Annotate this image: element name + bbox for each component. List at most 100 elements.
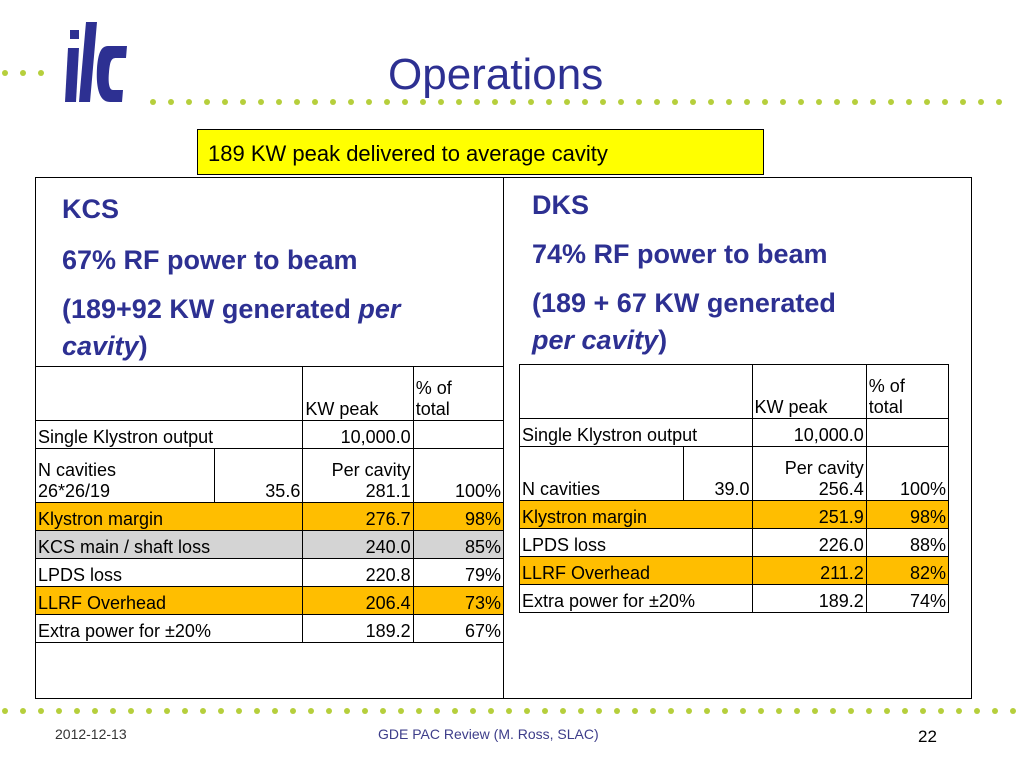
dks-generated-line: (189 + 67 KW generated	[532, 288, 836, 318]
dot	[398, 708, 404, 714]
dot	[600, 99, 606, 105]
top-dotted-rule-left	[0, 70, 60, 78]
dot	[888, 99, 894, 105]
dks-heading: DKS 74% RF power to beam (189 + 67 KW ge…	[532, 182, 836, 364]
dot	[744, 99, 750, 105]
dot	[726, 99, 732, 105]
callout-box: 189 KW peak delivered to average cavity	[197, 129, 764, 175]
row-pct: 79%	[412, 558, 505, 587]
header-pct-line1: % of	[868, 376, 905, 396]
kcs-cavity-line: cavity)	[62, 323, 400, 370]
dot	[762, 99, 768, 105]
kcs-power-line: 67% RF power to beam	[62, 245, 358, 275]
dot	[38, 70, 44, 76]
slide-title: Operations	[388, 50, 604, 99]
footer-title: GDE PAC Review (M. Ross, SLAC)	[378, 726, 599, 742]
dot	[254, 708, 260, 714]
row-pct: 100%	[865, 446, 950, 501]
dot	[866, 708, 872, 714]
dot	[830, 708, 836, 714]
dot	[906, 99, 912, 105]
dot	[690, 99, 696, 105]
dot	[470, 708, 476, 714]
row-kw: 189.2	[751, 584, 867, 613]
row-label: Klystron margin	[519, 500, 753, 529]
dot	[632, 708, 638, 714]
dot	[110, 708, 116, 714]
dks-table: KW peak % of total Single Klystron output…	[518, 364, 950, 613]
row-kw: 211.2	[751, 556, 867, 585]
header-pct-line1: % of	[415, 378, 452, 398]
dot	[560, 708, 566, 714]
row-label: LPDS loss	[36, 558, 304, 587]
table-header-row: KW peak % of total	[36, 366, 505, 421]
dot	[150, 99, 156, 105]
table-row: Klystron margin 251.9 98%	[519, 500, 950, 529]
row-pct	[865, 418, 950, 447]
dot	[168, 99, 174, 105]
dot	[456, 99, 462, 105]
table-row: LPDS loss 220.8 79%	[36, 558, 505, 587]
row-kw: 276.7	[302, 502, 414, 531]
dot	[668, 708, 674, 714]
row-label: N cavities	[518, 446, 685, 501]
row-label: Single Klystron output	[36, 420, 304, 449]
dot	[956, 708, 962, 714]
dot	[258, 99, 264, 105]
kcs-close-paren: )	[138, 331, 148, 361]
table-row: Klystron margin 276.7 98%	[36, 502, 505, 531]
ncav-kw-line2: 256.4	[818, 479, 864, 499]
kcs-table: KW peak % of total Single Klystron output…	[36, 366, 505, 643]
dot	[740, 708, 746, 714]
dks-close-paren: )	[658, 325, 668, 355]
dot	[654, 99, 660, 105]
dot	[344, 708, 350, 714]
dot	[276, 99, 282, 105]
dot	[780, 99, 786, 105]
row-label: KCS main / shaft loss	[36, 530, 304, 559]
dot	[74, 708, 80, 714]
header-pct: % of total	[412, 366, 505, 421]
row-kw: 206.4	[302, 586, 414, 615]
row-label: Single Klystron output	[519, 418, 753, 447]
row-pct: 73%	[412, 586, 505, 615]
dot	[92, 708, 98, 714]
row-label: Klystron margin	[36, 502, 304, 531]
dot	[290, 708, 296, 714]
dot	[510, 99, 516, 105]
dot	[884, 708, 890, 714]
dot	[686, 708, 692, 714]
table-row: LPDS loss 226.0 88%	[519, 528, 950, 557]
dot	[546, 99, 552, 105]
page-number: 22	[918, 727, 937, 746]
row-kw: 240.0	[302, 530, 414, 559]
dot	[474, 99, 480, 105]
row-label: LLRF Overhead	[519, 556, 753, 585]
table-row: Single Klystron output 10,000.0	[36, 420, 505, 449]
dot	[870, 99, 876, 105]
dot	[636, 99, 642, 105]
header-pct: % of total	[865, 364, 950, 419]
dot	[434, 708, 440, 714]
table-row: KCS main / shaft loss 240.0 85%	[36, 530, 505, 559]
dot	[308, 708, 314, 714]
dot	[488, 708, 494, 714]
dot	[578, 708, 584, 714]
dot	[902, 708, 908, 714]
dot	[834, 99, 840, 105]
row-kw: 10,000.0	[751, 418, 867, 447]
kcs-panel: KCS 67% RF power to beam (189+92 KW gene…	[35, 177, 505, 699]
ncav-kw-line1: Per cavity	[784, 458, 864, 478]
dot	[186, 99, 192, 105]
row-kw: Per cavity 281.1	[302, 448, 414, 503]
bottom-dotted-rule	[0, 708, 1024, 716]
dot	[704, 708, 710, 714]
dot	[20, 70, 26, 76]
dot	[852, 99, 858, 105]
ncav-label-line1: N cavities	[38, 460, 117, 480]
dot	[978, 99, 984, 105]
dot	[2, 708, 8, 714]
row-pct: 88%	[865, 528, 950, 557]
header-blank	[519, 364, 753, 419]
dot	[312, 99, 318, 105]
